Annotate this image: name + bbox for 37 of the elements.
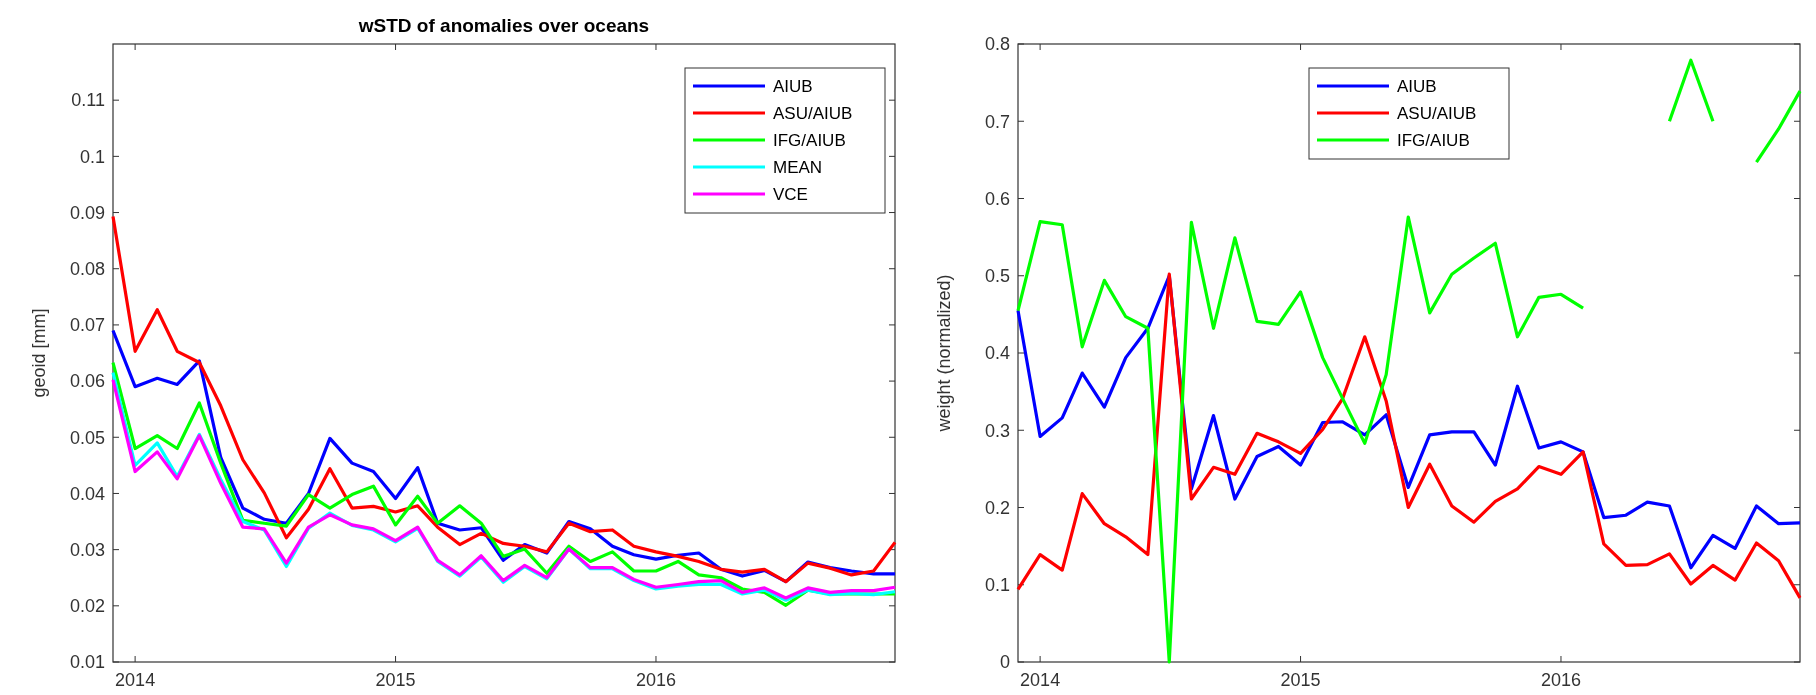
y-tick-label: 0.6 <box>984 188 1010 209</box>
y-tick-label: 0.5 <box>984 266 1010 287</box>
x-tick-label: 2016 <box>1540 670 1581 690</box>
y-tick-label: 0.02 <box>69 596 105 617</box>
y-tick-label: 0.08 <box>69 259 105 280</box>
y-axis-title: weight (normalized) <box>934 274 954 433</box>
y-tick-label: 0.07 <box>69 315 105 336</box>
x-tick-label: 2016 <box>635 670 676 690</box>
y-tick-label: 0.2 <box>984 497 1010 518</box>
legend-label: MEAN <box>773 157 823 177</box>
y-tick-label: 0.3 <box>984 420 1010 441</box>
y-axis-title: geoid [mm] <box>29 308 49 398</box>
y-tick-label: 0.04 <box>69 483 105 504</box>
y-tick-label: 0.06 <box>69 371 105 392</box>
y-tick-label: 0.05 <box>69 427 105 448</box>
legend-label: IFG/AIUB <box>773 130 846 150</box>
legend-label: ASU/AIUB <box>773 103 853 123</box>
y-tick-label: 0.8 <box>984 34 1010 55</box>
y-tick-label: 0 <box>999 652 1010 673</box>
y-tick-label: 0.11 <box>71 90 105 111</box>
y-tick-label: 0.4 <box>984 343 1010 364</box>
y-tick-label: 0.1 <box>79 146 105 167</box>
y-tick-label: 0.7 <box>984 111 1010 132</box>
legend-label: IFG/AIUB <box>1397 130 1470 150</box>
x-tick-label: 2014 <box>1020 670 1061 690</box>
legend-label: VCE <box>773 184 808 204</box>
x-tick-label: 2015 <box>1280 670 1321 690</box>
y-tick-label: 0.01 <box>69 652 105 673</box>
y-tick-label: 0.1 <box>984 575 1010 596</box>
legend-label: AIUB <box>1397 76 1437 96</box>
y-tick-label: 0.03 <box>69 539 105 560</box>
chart-title: wSTD of anomalies over oceans <box>357 15 650 36</box>
x-tick-label: 2015 <box>375 670 416 690</box>
legend-label: ASU/AIUB <box>1397 103 1477 123</box>
y-tick-label: 0.09 <box>69 202 105 223</box>
x-tick-label: 2014 <box>115 670 156 690</box>
legend-label: AIUB <box>773 76 813 96</box>
